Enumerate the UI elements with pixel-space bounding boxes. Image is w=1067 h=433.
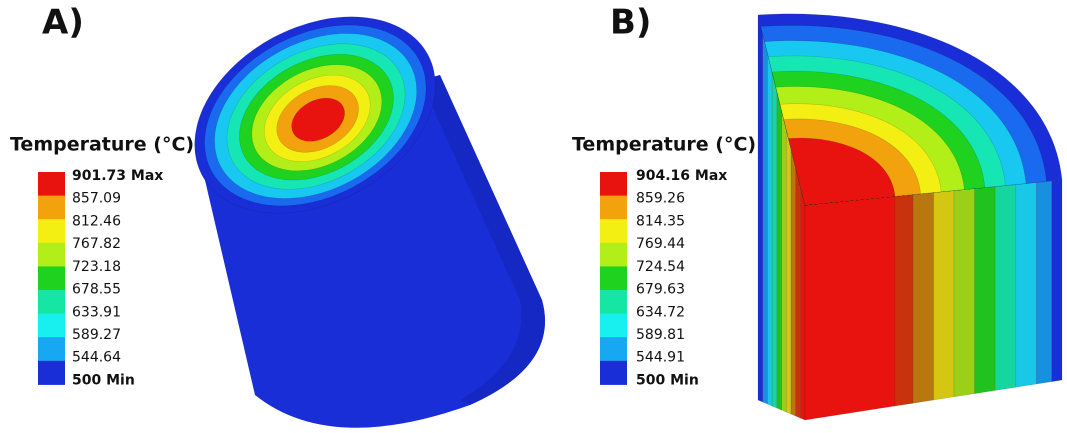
- cut-face-band: [799, 185, 806, 421]
- legend-swatch: [600, 242, 627, 267]
- cut-face-band: [762, 33, 768, 405]
- cut-face-band: [1036, 180, 1053, 385]
- legend-swatch: [600, 360, 627, 385]
- quarter-cylinder-model: [757, 13, 1063, 421]
- legend-label: 544.64: [72, 350, 121, 366]
- legend-swatch: [38, 360, 65, 385]
- cut-face-band: [1051, 179, 1063, 382]
- legend-label: 724.54: [636, 259, 685, 275]
- legend-label: 500 Min: [72, 372, 135, 388]
- cut-face-band: [894, 194, 914, 407]
- legend-swatch: [38, 290, 65, 315]
- legend-label: 634.72: [636, 304, 685, 320]
- legend-swatch: [600, 313, 627, 338]
- legend-swatch: [600, 219, 627, 244]
- cut-face-band: [767, 52, 773, 407]
- legend-label: 723.18: [72, 259, 121, 275]
- cut-face-band: [781, 109, 787, 413]
- legend-swatch: [600, 337, 627, 362]
- legend-label: 812.46: [72, 213, 121, 229]
- legend-swatch: [600, 266, 627, 291]
- legend-swatch: [38, 266, 65, 291]
- legend-swatch: [600, 172, 627, 197]
- legend-swatch: [38, 313, 65, 338]
- legend-swatch: [600, 195, 627, 220]
- legend-title: Temperature (°C): [572, 134, 756, 156]
- panel-label: B): [610, 3, 651, 43]
- legend-label: 678.55: [72, 282, 121, 298]
- legend-swatch: [38, 172, 65, 197]
- legend-label: 901.73 Max: [72, 168, 163, 184]
- legend-label: 767.82: [72, 236, 121, 252]
- cut-face-band: [790, 147, 796, 417]
- legend-label: 769.44: [636, 236, 685, 252]
- cut-face-band: [795, 166, 801, 419]
- cut-face-band: [974, 186, 996, 394]
- cut-face-band: [912, 192, 934, 404]
- cut-face-band: [953, 188, 975, 398]
- legend-label: 857.09: [72, 191, 121, 207]
- top-face-ring: [291, 97, 345, 142]
- legend-label: 814.35: [636, 213, 685, 229]
- legend-label: 589.81: [636, 327, 685, 343]
- legend-swatch: [38, 242, 65, 267]
- legend-label: 679.63: [636, 282, 685, 298]
- cylinder-model: [194, 16, 545, 428]
- legend-swatch: [600, 290, 627, 315]
- cut-face-band: [804, 195, 896, 421]
- legend-label: 500 Min: [636, 372, 699, 388]
- legend-swatch: [38, 337, 65, 362]
- legend-label: 904.16 Max: [636, 168, 727, 184]
- legend-swatch: [38, 195, 65, 220]
- top-face-ring: [788, 137, 896, 206]
- legend-label: 633.91: [72, 304, 121, 320]
- cut-face-band: [757, 14, 764, 403]
- legend-label: 589.27: [72, 327, 121, 343]
- legend-label: 859.26: [636, 191, 685, 207]
- cut-face-band: [994, 184, 1017, 391]
- panel-label: A): [42, 3, 84, 43]
- cut-face-band: [776, 90, 782, 411]
- legend-title: Temperature (°C): [10, 134, 194, 156]
- cut-face-band: [1015, 182, 1037, 388]
- legend-label: 544.91: [636, 350, 685, 366]
- legend-swatch: [38, 219, 65, 244]
- cut-face-band: [785, 128, 792, 415]
- cut-face-band: [933, 190, 955, 401]
- cut-face-band: [771, 71, 778, 409]
